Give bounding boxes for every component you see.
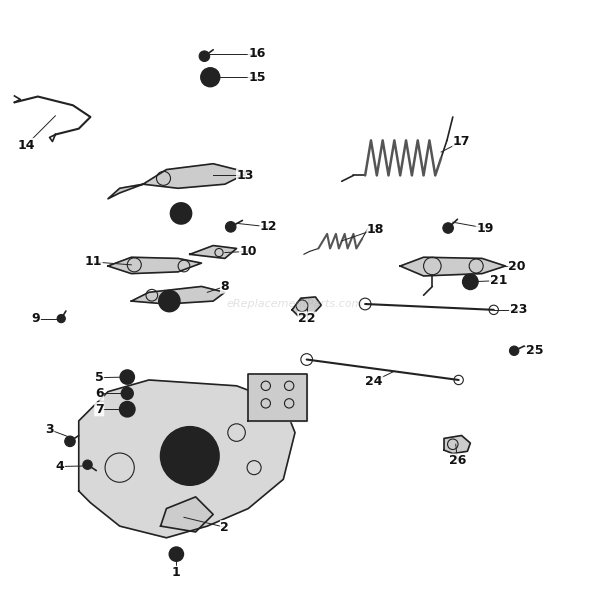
Polygon shape xyxy=(160,497,213,532)
Circle shape xyxy=(120,402,135,417)
Text: 18: 18 xyxy=(367,223,384,236)
Circle shape xyxy=(159,291,180,311)
Circle shape xyxy=(57,314,65,323)
Polygon shape xyxy=(444,435,470,454)
Text: 19: 19 xyxy=(476,221,494,235)
Circle shape xyxy=(225,221,236,232)
Text: 6: 6 xyxy=(95,387,103,400)
Polygon shape xyxy=(248,374,307,421)
Text: 22: 22 xyxy=(298,312,316,325)
Text: 14: 14 xyxy=(18,139,35,151)
Circle shape xyxy=(171,203,192,224)
Circle shape xyxy=(65,436,76,447)
Polygon shape xyxy=(78,380,295,538)
Circle shape xyxy=(510,346,519,356)
Text: 5: 5 xyxy=(95,371,104,384)
Text: 16: 16 xyxy=(248,47,266,60)
Text: 23: 23 xyxy=(510,303,527,316)
Circle shape xyxy=(199,51,209,61)
Text: 25: 25 xyxy=(526,344,543,358)
Text: 10: 10 xyxy=(240,245,257,258)
Text: 20: 20 xyxy=(509,260,526,272)
Polygon shape xyxy=(132,286,225,304)
Text: 4: 4 xyxy=(55,460,64,473)
Polygon shape xyxy=(143,164,248,188)
Text: 7: 7 xyxy=(95,402,104,416)
Circle shape xyxy=(201,68,219,86)
Circle shape xyxy=(120,370,135,384)
Polygon shape xyxy=(190,246,237,258)
Polygon shape xyxy=(108,184,143,199)
Text: 15: 15 xyxy=(248,71,266,84)
Text: 24: 24 xyxy=(365,375,383,388)
Text: 26: 26 xyxy=(449,454,466,467)
Polygon shape xyxy=(292,297,322,316)
Text: 8: 8 xyxy=(221,280,229,293)
Circle shape xyxy=(463,274,478,289)
Text: 13: 13 xyxy=(237,169,254,182)
Text: 2: 2 xyxy=(221,521,230,534)
Text: 21: 21 xyxy=(490,274,507,287)
Circle shape xyxy=(83,460,92,469)
Text: 1: 1 xyxy=(172,566,181,579)
Circle shape xyxy=(160,427,219,485)
Text: 17: 17 xyxy=(453,135,470,148)
Text: 11: 11 xyxy=(84,255,102,268)
Circle shape xyxy=(169,547,183,561)
Text: 9: 9 xyxy=(32,312,40,325)
Text: 3: 3 xyxy=(45,423,54,436)
Text: 12: 12 xyxy=(260,220,277,233)
Circle shape xyxy=(443,223,453,233)
Polygon shape xyxy=(108,257,202,274)
Circle shape xyxy=(122,387,133,399)
Text: eReplacementParts.com: eReplacementParts.com xyxy=(227,299,363,309)
Polygon shape xyxy=(400,257,506,276)
